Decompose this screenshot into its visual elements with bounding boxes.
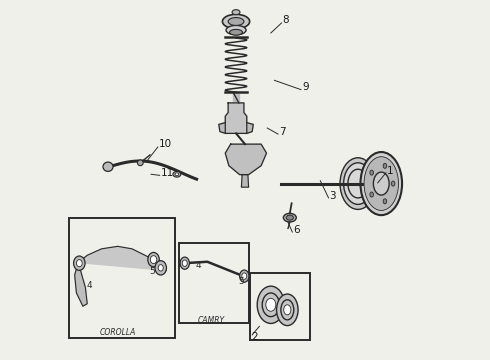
Ellipse shape <box>150 256 157 264</box>
Ellipse shape <box>240 270 249 282</box>
Ellipse shape <box>242 273 247 279</box>
Ellipse shape <box>373 172 389 195</box>
Ellipse shape <box>103 162 113 171</box>
Ellipse shape <box>74 256 85 270</box>
Polygon shape <box>225 144 267 175</box>
Polygon shape <box>233 93 239 103</box>
Text: 10: 10 <box>159 139 172 149</box>
Polygon shape <box>78 246 166 270</box>
Text: 11: 11 <box>161 168 174 178</box>
Ellipse shape <box>232 10 240 15</box>
Ellipse shape <box>348 169 368 198</box>
Ellipse shape <box>180 257 190 269</box>
Ellipse shape <box>392 181 395 186</box>
Ellipse shape <box>76 260 82 267</box>
Text: 9: 9 <box>302 82 309 92</box>
Ellipse shape <box>340 158 376 210</box>
Ellipse shape <box>230 30 243 35</box>
Ellipse shape <box>148 252 159 267</box>
Bar <box>250 273 310 339</box>
Text: 5: 5 <box>149 267 155 276</box>
Ellipse shape <box>383 199 387 204</box>
Ellipse shape <box>262 293 279 317</box>
Ellipse shape <box>226 26 246 35</box>
Ellipse shape <box>173 171 181 177</box>
Ellipse shape <box>266 298 276 311</box>
Ellipse shape <box>370 170 373 175</box>
Ellipse shape <box>137 160 143 166</box>
Text: 8: 8 <box>283 15 289 26</box>
Text: CAMRY: CAMRY <box>198 316 225 325</box>
Text: 3: 3 <box>329 191 336 201</box>
Text: 2: 2 <box>251 332 258 342</box>
Ellipse shape <box>343 163 372 204</box>
Ellipse shape <box>283 213 296 222</box>
Ellipse shape <box>284 305 291 315</box>
Ellipse shape <box>222 14 250 29</box>
Polygon shape <box>74 262 87 306</box>
Ellipse shape <box>155 261 167 275</box>
Text: 4: 4 <box>196 261 201 270</box>
Ellipse shape <box>361 152 402 215</box>
Ellipse shape <box>175 173 179 176</box>
Text: 6: 6 <box>294 225 300 235</box>
Polygon shape <box>247 123 253 134</box>
Polygon shape <box>225 103 247 134</box>
Polygon shape <box>242 175 248 187</box>
Bar <box>69 218 175 338</box>
Ellipse shape <box>383 163 387 168</box>
Ellipse shape <box>257 286 285 323</box>
Text: 5: 5 <box>239 277 245 286</box>
Text: COROLLA: COROLLA <box>99 328 136 337</box>
Ellipse shape <box>364 157 398 211</box>
Ellipse shape <box>286 215 294 220</box>
Text: 1: 1 <box>387 166 393 176</box>
Polygon shape <box>219 123 225 134</box>
Ellipse shape <box>182 260 187 266</box>
Text: 7: 7 <box>279 127 286 136</box>
Ellipse shape <box>276 294 298 325</box>
Ellipse shape <box>228 18 244 26</box>
Bar <box>179 243 248 323</box>
Text: 4: 4 <box>86 280 92 289</box>
Ellipse shape <box>281 300 294 320</box>
Ellipse shape <box>370 192 373 197</box>
Ellipse shape <box>158 265 163 271</box>
